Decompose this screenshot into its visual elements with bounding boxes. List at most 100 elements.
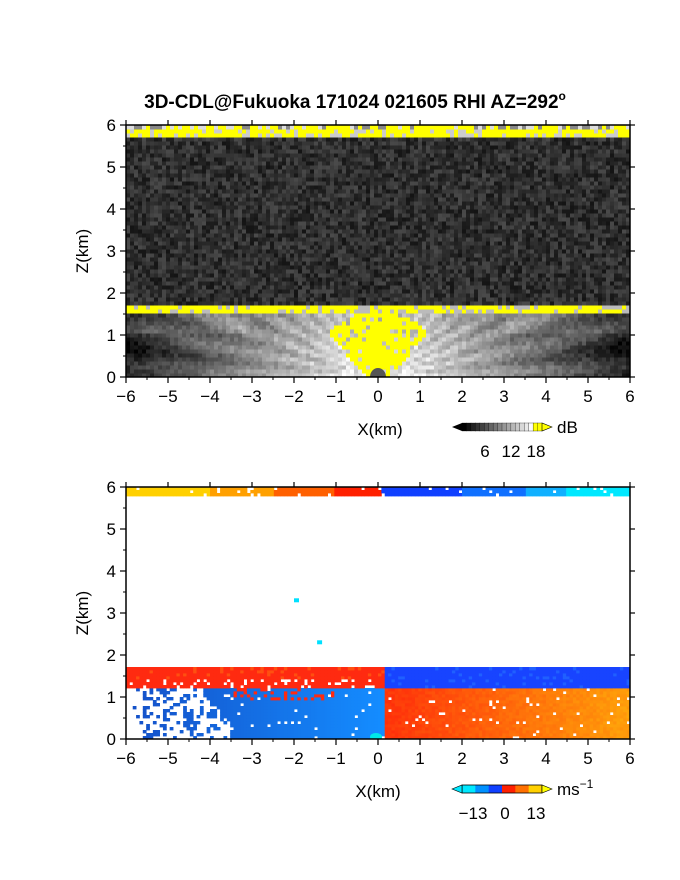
snr-cell	[438, 169, 443, 174]
snr-cell	[366, 365, 371, 370]
snr-cell	[370, 261, 375, 266]
snr-cell	[274, 145, 279, 150]
snr-cell	[170, 249, 175, 254]
snr-cell	[326, 257, 331, 262]
snr-cell	[350, 357, 355, 362]
snr-cell	[238, 369, 243, 374]
snr-cell	[382, 281, 387, 286]
snr-cell	[430, 269, 435, 274]
snr-cell	[434, 129, 439, 134]
snr-cell	[246, 341, 251, 346]
snr-cell	[202, 349, 207, 354]
snr-cell	[370, 361, 375, 366]
snr-cell	[310, 237, 315, 242]
snr-cell	[334, 297, 339, 302]
snr-cell	[298, 353, 303, 358]
snr-cell	[206, 345, 211, 350]
snr-cell	[286, 217, 291, 222]
snr-cell	[274, 265, 279, 270]
snr-cell	[366, 253, 371, 258]
snr-cell	[286, 249, 291, 254]
snr-cell	[150, 325, 155, 330]
snr-cell	[430, 125, 435, 130]
snr-cell	[378, 133, 383, 138]
snr-cell	[214, 321, 219, 326]
snr-cell	[154, 337, 159, 342]
snr-cell	[346, 197, 351, 202]
snr-cell	[390, 297, 395, 302]
snr-cell	[354, 193, 359, 198]
snr-cell	[262, 349, 267, 354]
snr-cell	[398, 185, 403, 190]
snr-cell	[158, 165, 163, 170]
snr-cell	[126, 337, 131, 342]
snr-cell	[194, 245, 199, 250]
snr-cell	[406, 201, 411, 206]
snr-cell	[290, 213, 295, 218]
snr-cell	[398, 365, 403, 370]
snr-cell	[294, 341, 299, 346]
snr-cell	[234, 225, 239, 230]
snr-cell	[242, 185, 247, 190]
snr-cell	[258, 341, 263, 346]
snr-cell	[330, 353, 335, 358]
snr-cell	[366, 341, 371, 346]
snr-cell	[342, 181, 347, 186]
snr-cell	[250, 301, 255, 306]
snr-cell	[426, 305, 431, 310]
snr-cell	[354, 185, 359, 190]
snr-cell	[342, 325, 347, 330]
snr-cell	[414, 229, 419, 234]
snr-cell	[174, 205, 179, 210]
snr-cell	[198, 333, 203, 338]
snr-cell	[166, 329, 171, 334]
snr-cell	[134, 337, 139, 342]
snr-cell	[382, 237, 387, 242]
snr-cell	[262, 201, 267, 206]
snr-cell	[170, 373, 175, 377]
snr-cell	[362, 281, 367, 286]
snr-cell	[338, 329, 343, 334]
snr-cell	[138, 205, 143, 210]
snr-cell	[362, 305, 367, 310]
snr-cell	[438, 357, 443, 362]
snr-cell	[146, 129, 151, 134]
snr-cell	[250, 193, 255, 198]
snr-cell	[246, 253, 251, 258]
snr-cell	[170, 161, 175, 166]
snr-cell	[306, 301, 311, 306]
snr-cell	[282, 261, 287, 266]
snr-cell	[322, 257, 327, 262]
snr-cell	[430, 173, 435, 178]
snr-cell	[278, 205, 283, 210]
snr-cell	[406, 325, 411, 330]
snr-cell	[362, 293, 367, 298]
snr-cell	[230, 201, 235, 206]
snr-cell	[246, 229, 251, 234]
snr-cell	[406, 209, 411, 214]
snr-cell	[378, 257, 383, 262]
snr-cell	[234, 177, 239, 182]
snr-cell	[210, 317, 215, 322]
snr-cell	[218, 125, 223, 130]
snr-cell	[146, 189, 151, 194]
snr-cell	[362, 325, 367, 330]
snr-cell	[266, 141, 271, 146]
snr-cell	[382, 165, 387, 170]
snr-cell	[138, 269, 143, 274]
snr-cell	[430, 213, 435, 218]
snr-cell	[426, 217, 431, 222]
snr-cell	[330, 257, 335, 262]
snr-cell	[150, 281, 155, 286]
snr-cell	[274, 185, 279, 190]
snr-cell	[126, 273, 131, 278]
snr-cell	[242, 289, 247, 294]
snr-cell	[274, 209, 279, 214]
snr-cell	[258, 297, 263, 302]
snr-cell	[262, 325, 267, 330]
snr-cell	[342, 345, 347, 350]
snr-cell	[246, 337, 251, 342]
snr-cell	[294, 301, 299, 306]
snr-cell	[242, 197, 247, 202]
snr-cell	[390, 225, 395, 230]
